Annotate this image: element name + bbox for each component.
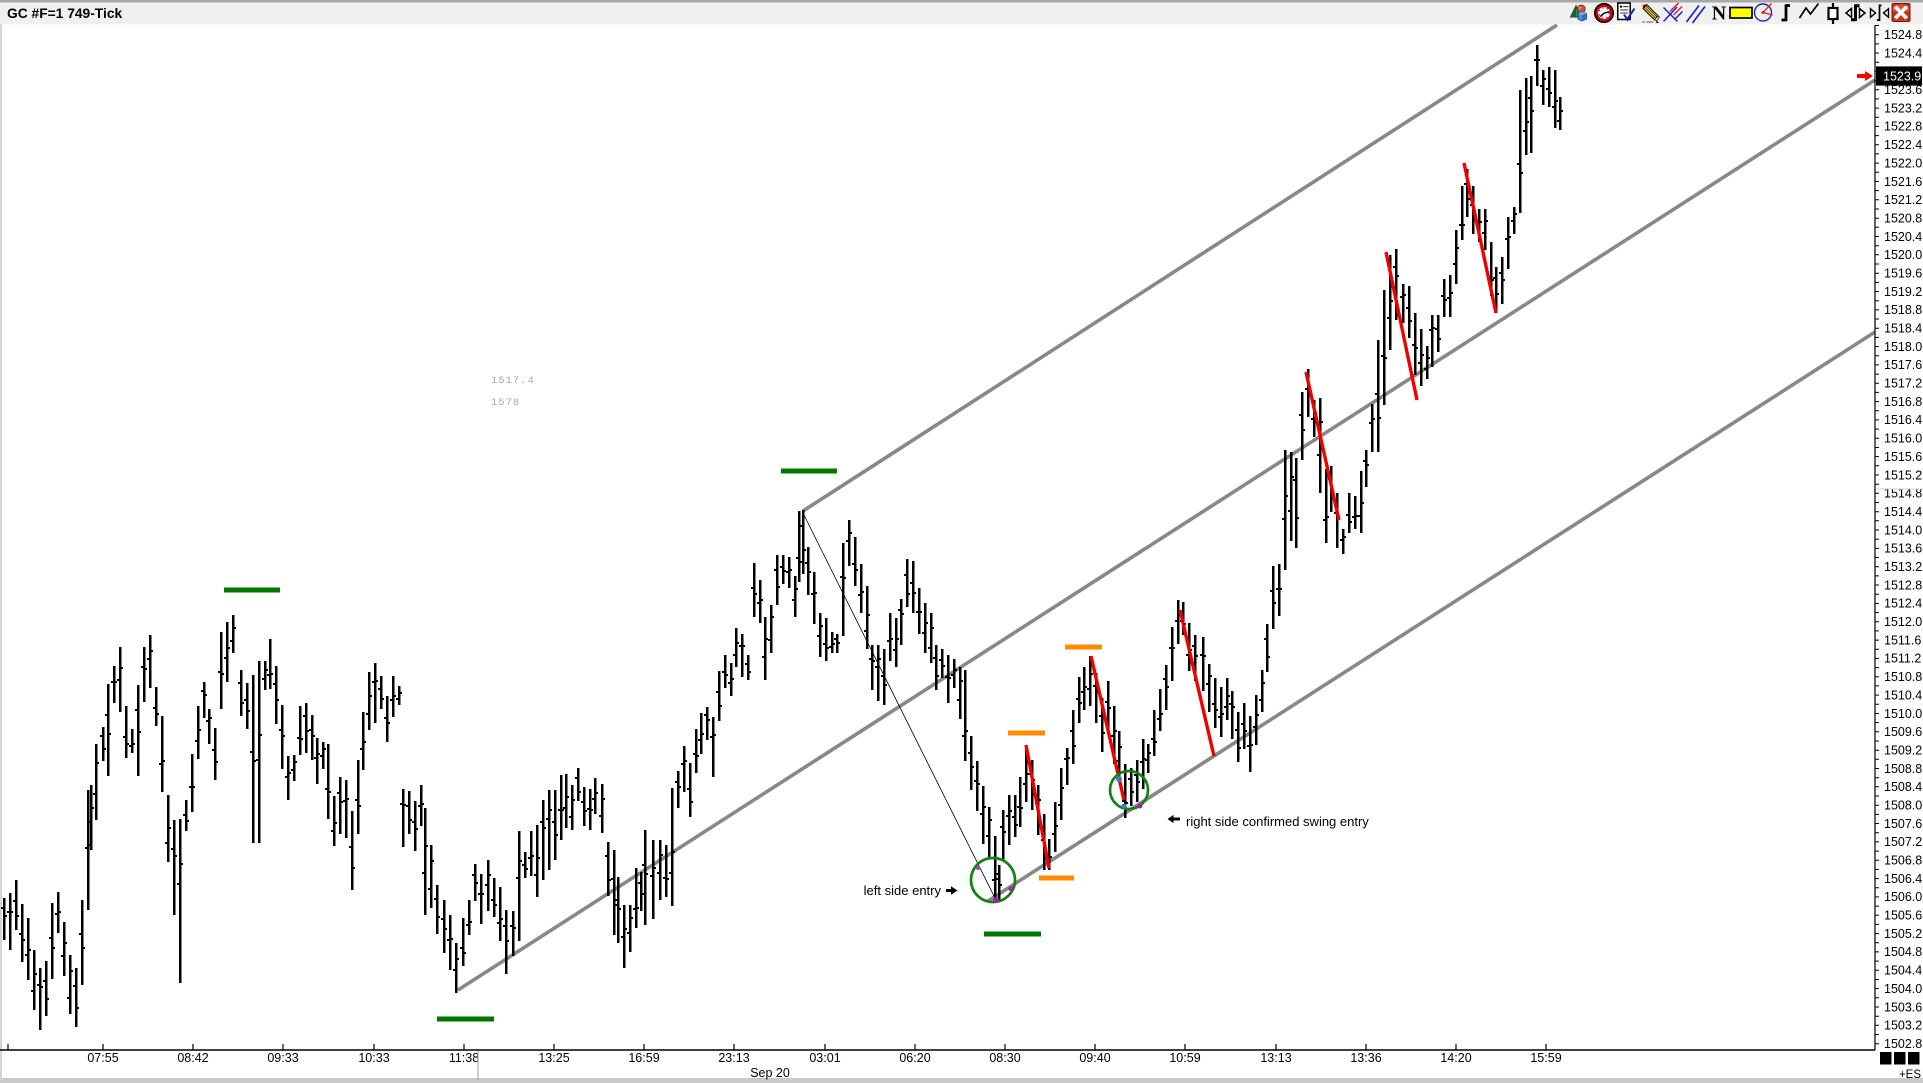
svg-text:1504.4: 1504.4	[1884, 964, 1922, 978]
svg-text:1513.6: 1513.6	[1884, 542, 1922, 556]
svg-text:1578: 1578	[491, 397, 520, 409]
svg-text:1505.2: 1505.2	[1884, 927, 1922, 941]
svg-text:1503.2: 1503.2	[1884, 1019, 1922, 1033]
svg-text:10:33: 10:33	[358, 1051, 389, 1065]
svg-text:1511.2: 1511.2	[1884, 652, 1921, 666]
svg-text:1507.2: 1507.2	[1884, 835, 1922, 849]
svg-text:1512.0: 1512.0	[1884, 615, 1922, 629]
svg-text:1522.8: 1522.8	[1884, 120, 1922, 134]
svg-text:1518.0: 1518.0	[1884, 340, 1922, 354]
svg-text:1517.4: 1517.4	[491, 375, 535, 387]
svg-text:1519.2: 1519.2	[1884, 285, 1922, 299]
svg-text:1516.0: 1516.0	[1884, 432, 1922, 446]
svg-text:right side confirmed swing ent: right side confirmed swing entry	[1186, 814, 1369, 829]
svg-text:1517.2: 1517.2	[1884, 377, 1922, 391]
svg-text:GC #F=1 749-Tick: GC #F=1 749-Tick	[7, 6, 122, 21]
svg-text:08:30: 08:30	[989, 1051, 1020, 1065]
svg-text:1520.8: 1520.8	[1884, 211, 1922, 225]
svg-text:10:59: 10:59	[1169, 1051, 1200, 1065]
svg-text:03:01: 03:01	[809, 1051, 840, 1065]
svg-text:1509.6: 1509.6	[1884, 725, 1922, 739]
svg-text:1519.6: 1519.6	[1884, 267, 1922, 281]
svg-text:1512.8: 1512.8	[1884, 578, 1922, 592]
svg-text:1516.4: 1516.4	[1884, 413, 1922, 427]
svg-text:1524.4: 1524.4	[1884, 46, 1922, 60]
svg-text:left side entry: left side entry	[864, 883, 942, 898]
svg-text:1506.4: 1506.4	[1884, 872, 1922, 886]
svg-text:N: N	[1712, 3, 1727, 25]
svg-text:1514.8: 1514.8	[1884, 487, 1922, 501]
svg-text:1503.6: 1503.6	[1884, 1000, 1922, 1014]
svg-text:1521.2: 1521.2	[1884, 193, 1922, 207]
svg-text:1513.2: 1513.2	[1884, 560, 1922, 574]
svg-text:13:13: 13:13	[1260, 1051, 1291, 1065]
svg-text:23:13: 23:13	[718, 1051, 749, 1065]
svg-text:1507.6: 1507.6	[1884, 817, 1922, 831]
svg-text:11:38: 11:38	[449, 1051, 479, 1065]
svg-text:1515.2: 1515.2	[1884, 468, 1922, 482]
svg-text:07:55: 07:55	[87, 1051, 118, 1065]
svg-text:1508.0: 1508.0	[1884, 799, 1922, 813]
svg-text:1515.6: 1515.6	[1884, 450, 1922, 464]
svg-text:1505.6: 1505.6	[1884, 909, 1922, 923]
svg-text:09:33: 09:33	[267, 1051, 298, 1065]
svg-text:1508.8: 1508.8	[1884, 762, 1922, 776]
svg-text:1516.8: 1516.8	[1884, 395, 1922, 409]
svg-text:09:40: 09:40	[1079, 1051, 1110, 1065]
svg-text:1504.8: 1504.8	[1884, 945, 1922, 959]
svg-text:1522.0: 1522.0	[1884, 156, 1922, 170]
svg-text:1524.8: 1524.8	[1884, 28, 1922, 42]
svg-text:1509.2: 1509.2	[1884, 744, 1922, 758]
svg-text:13:36: 13:36	[1350, 1051, 1381, 1065]
svg-text:13:25: 13:25	[538, 1051, 569, 1065]
svg-text:1517.6: 1517.6	[1884, 358, 1922, 372]
svg-text:08:42: 08:42	[177, 1051, 208, 1065]
svg-text:1518.8: 1518.8	[1884, 303, 1922, 317]
svg-text:1514.0: 1514.0	[1884, 523, 1922, 537]
svg-text:16:59: 16:59	[628, 1051, 659, 1065]
svg-text:1506.0: 1506.0	[1884, 890, 1922, 904]
svg-text:1523.9: 1523.9	[1883, 70, 1921, 84]
svg-text:1510.4: 1510.4	[1884, 688, 1922, 702]
svg-text:1523.6: 1523.6	[1884, 83, 1922, 97]
svg-text:1523.2: 1523.2	[1884, 101, 1922, 115]
svg-text:15:59: 15:59	[1530, 1051, 1561, 1065]
svg-text:14:20: 14:20	[1440, 1051, 1471, 1065]
svg-text:1508.4: 1508.4	[1884, 780, 1922, 794]
svg-text:1521.6: 1521.6	[1884, 175, 1922, 189]
svg-text:1510.8: 1510.8	[1884, 670, 1922, 684]
svg-text:1510.0: 1510.0	[1884, 707, 1922, 721]
svg-text:+ES: +ES	[1899, 1069, 1921, 1081]
svg-text:Sep 20: Sep 20	[750, 1066, 790, 1080]
svg-text:1520.0: 1520.0	[1884, 248, 1922, 262]
svg-text:1518.4: 1518.4	[1884, 322, 1922, 336]
svg-text:1522.4: 1522.4	[1884, 138, 1922, 152]
svg-text:1512.4: 1512.4	[1884, 597, 1922, 611]
svg-text:1502.8: 1502.8	[1884, 1037, 1922, 1051]
svg-text:1506.8: 1506.8	[1884, 854, 1922, 868]
svg-text:1520.4: 1520.4	[1884, 230, 1922, 244]
svg-text:1504.0: 1504.0	[1884, 982, 1922, 996]
svg-text:1511.6: 1511.6	[1884, 633, 1921, 647]
svg-text:06:20: 06:20	[899, 1051, 930, 1065]
svg-text:1514.4: 1514.4	[1884, 505, 1922, 519]
